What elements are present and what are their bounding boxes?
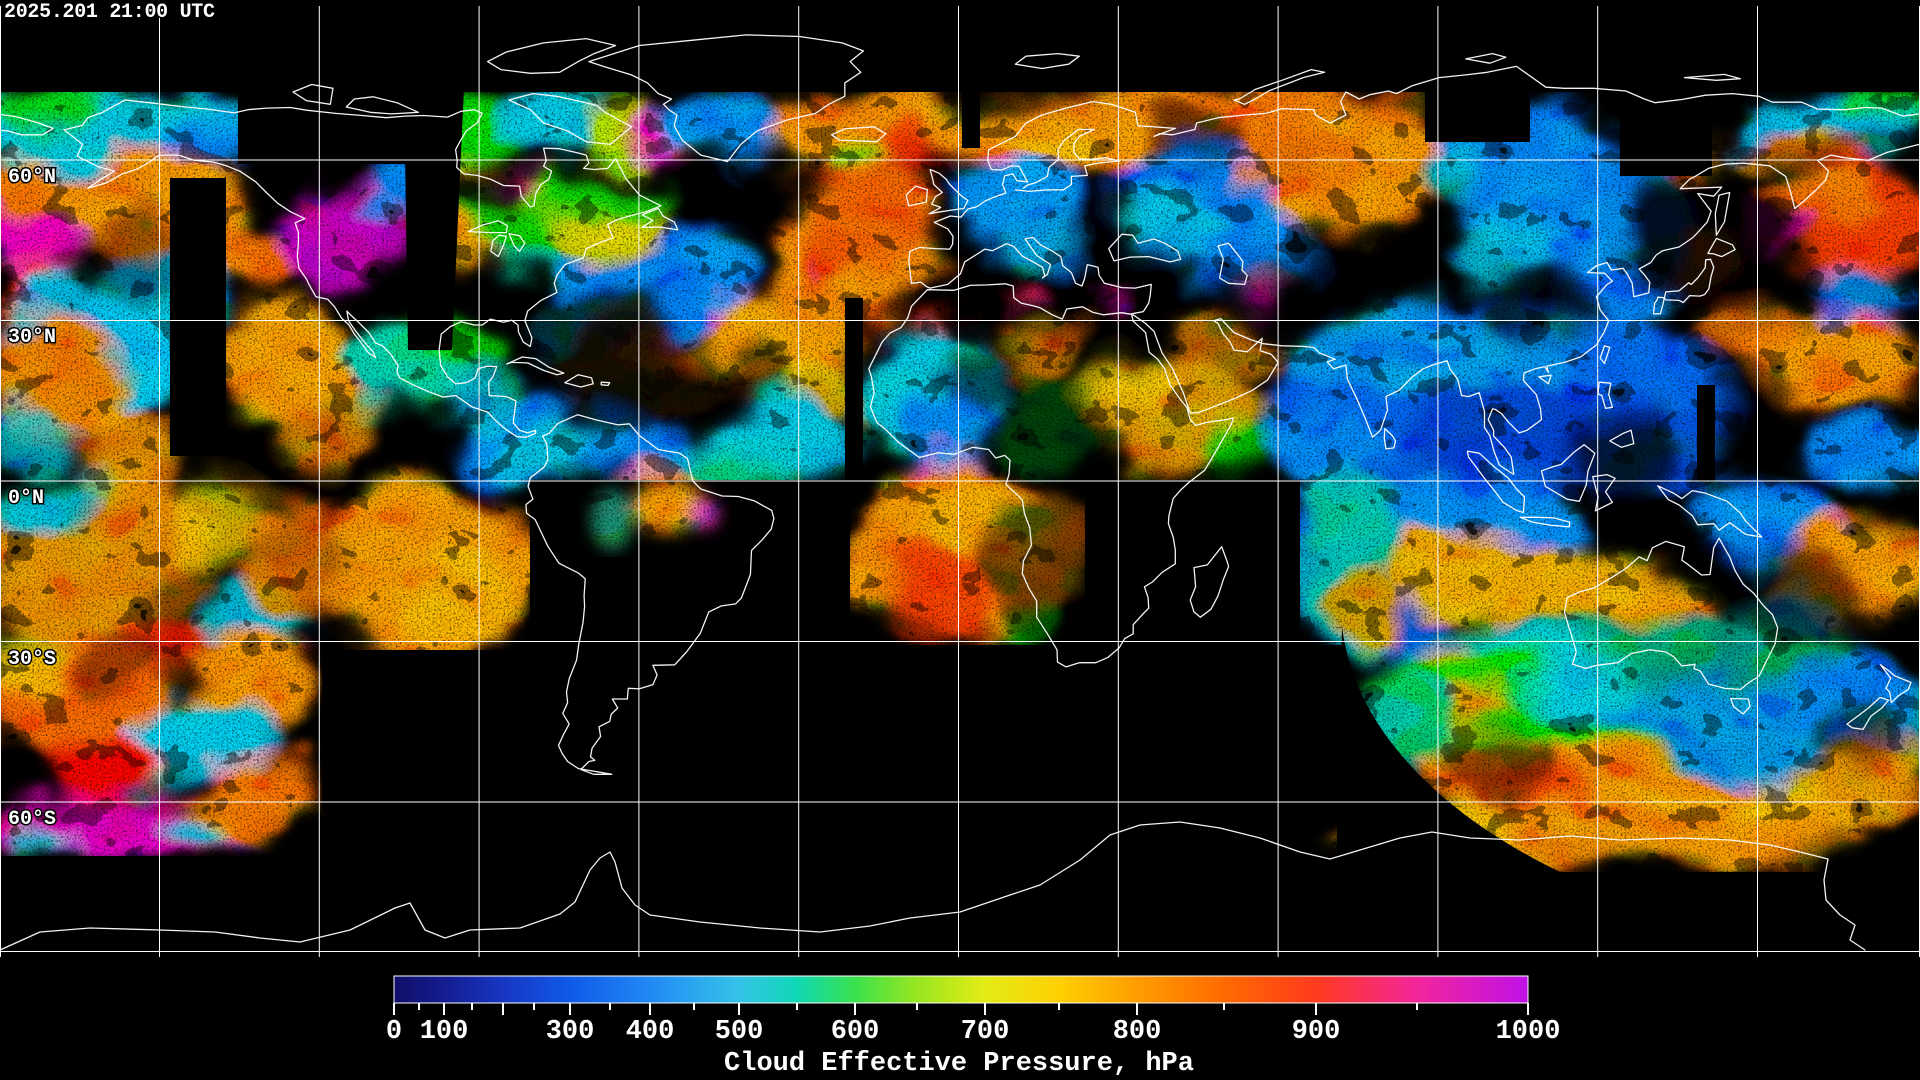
- svg-text:0: 0: [386, 1017, 402, 1047]
- svg-text:30°S: 30°S: [8, 648, 56, 671]
- svg-text:900: 900: [1292, 1017, 1341, 1047]
- svg-text:500: 500: [715, 1017, 764, 1047]
- svg-text:60°N: 60°N: [8, 166, 56, 189]
- svg-text:800: 800: [1113, 1017, 1162, 1047]
- svg-text:100: 100: [420, 1017, 469, 1047]
- svg-text:1000: 1000: [1496, 1017, 1561, 1047]
- svg-text:400: 400: [626, 1017, 675, 1047]
- svg-text:2025.201 21:00 UTC: 2025.201 21:00 UTC: [4, 1, 215, 24]
- svg-text:600: 600: [831, 1017, 880, 1047]
- svg-text:Cloud Effective Pressure, hPa: Cloud Effective Pressure, hPa: [724, 1049, 1194, 1079]
- svg-text:300: 300: [546, 1017, 595, 1047]
- svg-text:700: 700: [961, 1017, 1010, 1047]
- svg-text:60°S: 60°S: [8, 808, 56, 831]
- svg-text:30°N: 30°N: [8, 326, 56, 349]
- svg-text:0°N: 0°N: [8, 487, 44, 510]
